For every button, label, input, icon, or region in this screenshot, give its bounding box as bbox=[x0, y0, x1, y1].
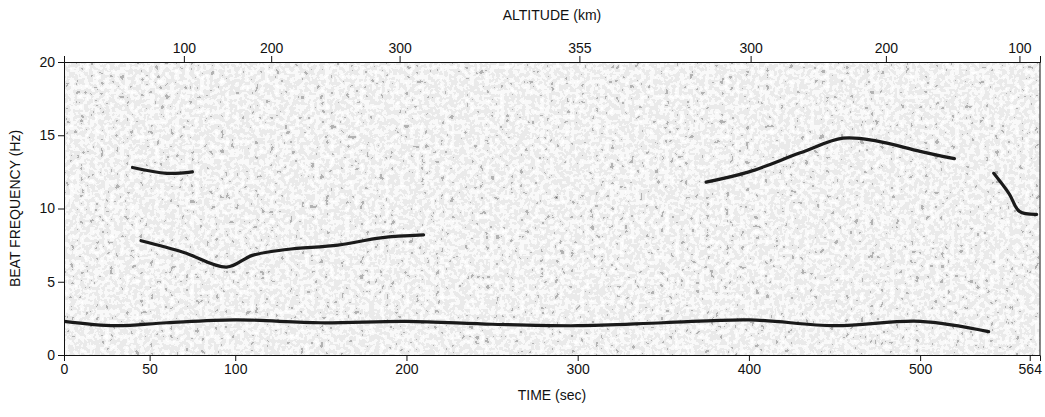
tick-mark bbox=[751, 56, 752, 62]
plot-background bbox=[64, 62, 1040, 355]
tick: 300 bbox=[567, 355, 591, 377]
tick-label: 200 bbox=[395, 361, 419, 377]
trace bbox=[994, 173, 1037, 214]
tick-mark bbox=[184, 56, 185, 62]
tick: 200 bbox=[875, 40, 899, 62]
tick: 300 bbox=[739, 40, 763, 62]
tick: 400 bbox=[738, 355, 762, 377]
tick: 500 bbox=[909, 355, 933, 377]
tick-label: 100 bbox=[173, 40, 197, 56]
tick-label: 200 bbox=[260, 40, 284, 56]
tick: 200 bbox=[395, 355, 419, 377]
tick-label: 100 bbox=[224, 361, 248, 377]
trace bbox=[706, 138, 954, 182]
tick: 100 bbox=[224, 355, 248, 377]
x-axis-title: TIME (sec) bbox=[518, 387, 586, 403]
tick-label: 400 bbox=[738, 361, 762, 377]
tick-label: 10 bbox=[39, 200, 55, 216]
axis-line bbox=[65, 56, 1041, 63]
tick-label: 15 bbox=[39, 127, 55, 143]
tick-label: 564 bbox=[1019, 361, 1043, 377]
tick-label: 300 bbox=[388, 40, 412, 56]
tick-label: 50 bbox=[142, 361, 158, 377]
tick-label: 0 bbox=[47, 347, 55, 363]
tick-mark bbox=[58, 209, 64, 210]
tick-mark bbox=[886, 56, 887, 62]
axis: 0 5 10 15 20 bbox=[39, 54, 64, 363]
tick-mark bbox=[58, 282, 64, 283]
tick-label: 300 bbox=[567, 361, 591, 377]
tick: 355 bbox=[568, 40, 592, 62]
tick-label: 5 bbox=[47, 274, 55, 290]
top-axis-title: ALTITUDE (km) bbox=[503, 7, 602, 23]
tick-mark bbox=[1019, 56, 1020, 62]
tick-label: 20 bbox=[39, 54, 55, 70]
tick: 100 bbox=[173, 40, 197, 62]
tick-label: 300 bbox=[739, 40, 763, 56]
tick-mark bbox=[58, 135, 64, 136]
tick-mark bbox=[579, 56, 580, 62]
y-axis-title: BEAT FREQUENCY (Hz) bbox=[7, 130, 23, 287]
tick: 564 bbox=[1019, 355, 1043, 377]
tick-label: 355 bbox=[568, 40, 592, 56]
tick-mark bbox=[271, 56, 272, 62]
tick: 50 bbox=[142, 355, 158, 377]
chart: 0 50 100 200 300 400 500 564 0 5 10 15 20 100 200 300 35… bbox=[0, 0, 1045, 417]
axis: 100 200 300 355 300 200 100 bbox=[65, 40, 1041, 63]
tick: 5 bbox=[47, 274, 64, 290]
tick-label: 0 bbox=[61, 361, 69, 377]
trace bbox=[132, 167, 192, 173]
axis-line bbox=[58, 63, 65, 356]
tick: 0 bbox=[47, 347, 64, 363]
tick: 10 bbox=[39, 200, 64, 216]
tick: 20 bbox=[39, 54, 64, 70]
tick: 0 bbox=[61, 355, 69, 377]
tick-label: 500 bbox=[909, 361, 933, 377]
tick: 200 bbox=[260, 40, 284, 62]
axis: 0 50 100 200 300 400 500 564 bbox=[61, 355, 1043, 377]
tick-mark bbox=[58, 62, 64, 63]
tick: 15 bbox=[39, 127, 64, 143]
tick: 300 bbox=[388, 40, 412, 62]
frame-line bbox=[1040, 62, 1041, 355]
tick-label: 100 bbox=[1008, 40, 1032, 56]
traces bbox=[64, 138, 1037, 332]
trace bbox=[64, 320, 989, 332]
tick-label: 200 bbox=[875, 40, 899, 56]
tick: 100 bbox=[1008, 40, 1032, 62]
trace bbox=[141, 235, 424, 267]
tick-mark bbox=[400, 56, 401, 62]
tick-mark bbox=[58, 355, 64, 356]
axis-line bbox=[65, 356, 1041, 362]
